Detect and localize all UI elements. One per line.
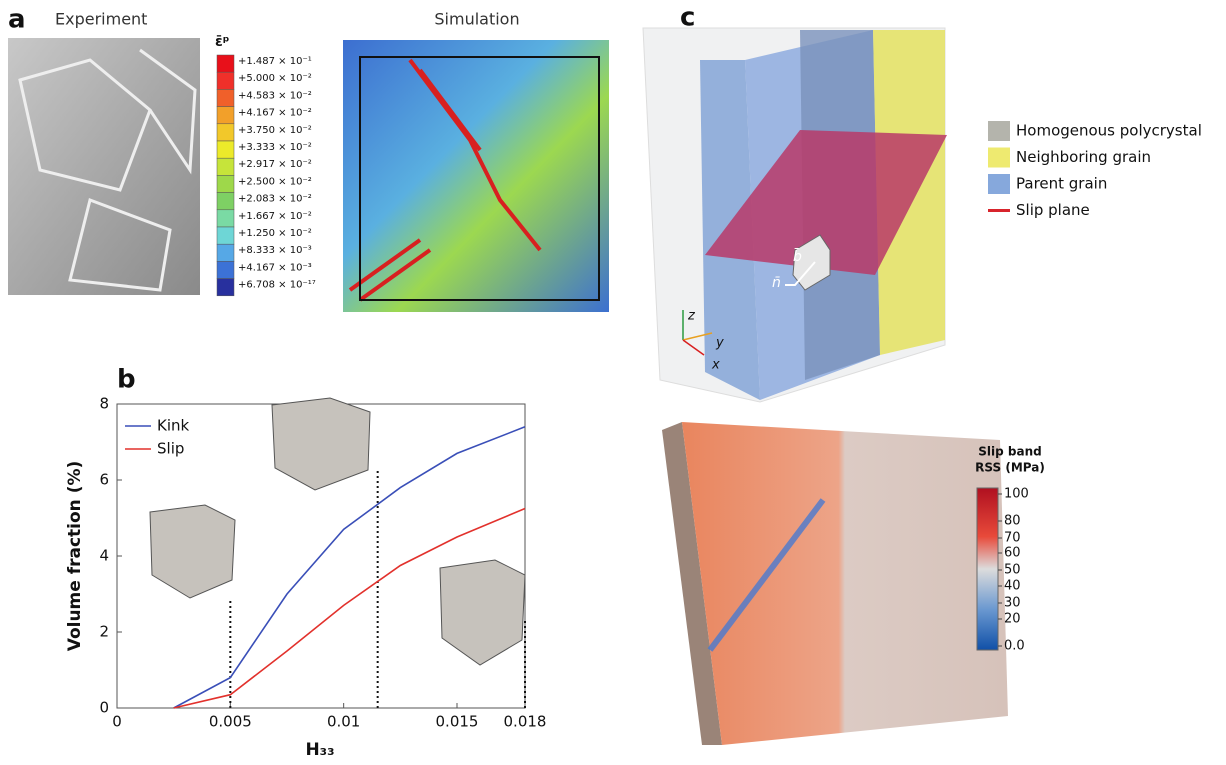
colorbar-swatch xyxy=(216,140,235,159)
colorbar-swatch xyxy=(216,123,235,142)
colorbar-label: +2.083 × 10⁻² xyxy=(238,194,312,205)
colorbar-tick-label: 30 xyxy=(1004,596,1021,611)
colorbar-swatch xyxy=(216,71,235,90)
grain-box xyxy=(642,27,947,403)
axis-name: y xyxy=(715,336,724,351)
colorbar-label: +1.250 × 10⁻² xyxy=(238,228,312,239)
x-tick-label: 0.01 xyxy=(327,713,360,731)
colorbar-tick-label: 100 xyxy=(1004,487,1029,502)
frame xyxy=(359,56,600,301)
colorbar-label: +4.167 × 10⁻³ xyxy=(238,262,312,273)
cube-insets xyxy=(149,397,526,666)
simulation-image xyxy=(343,40,609,312)
colorbar-swatch xyxy=(216,106,235,125)
rss-slab xyxy=(662,422,1008,745)
colorbar-label: +1.487 × 10⁻¹ xyxy=(238,56,312,67)
colorbar-swatch xyxy=(216,89,235,107)
vector-label: b̄ xyxy=(793,247,802,265)
y-axis-label: Volume fraction (%) xyxy=(65,461,85,652)
colorbar-label: +1.667 × 10⁻² xyxy=(238,211,312,222)
colorbar-tick-label: 80 xyxy=(1004,514,1021,529)
grain-boundaries xyxy=(18,48,197,292)
colorbar-label: +2.917 × 10⁻² xyxy=(238,159,312,170)
colorbar-label: +4.167 × 10⁻² xyxy=(238,108,312,119)
legend-label: Homogenous polycrystal xyxy=(1016,122,1202,140)
panel-label: b xyxy=(117,365,136,395)
x-tick-label: 0.018 xyxy=(504,713,547,731)
y-tick-label: 0 xyxy=(99,699,109,717)
x-tick-label: 0.015 xyxy=(436,713,479,731)
series-line xyxy=(173,507,526,709)
colorbar-swatch xyxy=(216,261,235,279)
rss-colorbar xyxy=(976,487,999,651)
colorbar-swatch xyxy=(216,192,235,211)
legend-label: Kink xyxy=(157,417,190,435)
legend-label: Slip plane xyxy=(1016,201,1090,219)
y-tick-label: 2 xyxy=(99,623,109,641)
legend-swatch xyxy=(988,147,1010,168)
colorbar-tick-label: 50 xyxy=(1004,563,1021,578)
colorbar-swatch xyxy=(216,54,235,73)
colorbar-label: +6.708 × 10⁻¹⁷ xyxy=(238,280,316,291)
colorbar-label: +3.750 × 10⁻² xyxy=(238,125,312,136)
panel-label: a xyxy=(8,5,26,35)
y-tick-label: 4 xyxy=(99,547,109,565)
panel-title: Experiment xyxy=(55,10,147,29)
colorbar-title: ε̄ᵖ xyxy=(215,34,230,50)
slip-bands xyxy=(348,58,542,302)
colorbar-swatch xyxy=(216,209,235,228)
x-tick-label: 0.005 xyxy=(209,713,252,731)
colorbar-swatch xyxy=(216,226,235,245)
colorbar-swatch xyxy=(216,157,235,176)
colorbar-tick-label: 0.0 xyxy=(1004,639,1025,654)
colorbar-tick-label: 60 xyxy=(1004,546,1021,561)
series-line xyxy=(173,426,526,709)
colorbar-label: +5.000 × 10⁻² xyxy=(238,73,312,84)
colorbar-tick-label: 70 xyxy=(1004,531,1021,546)
colorbar-label: +8.333 × 10⁻³ xyxy=(238,245,312,256)
colorbar-label: +2.500 × 10⁻² xyxy=(238,176,312,187)
y-tick-label: 6 xyxy=(99,471,109,489)
legend-swatch xyxy=(988,121,1010,141)
axis-name: x xyxy=(711,358,720,373)
x-tick-label: 0 xyxy=(112,713,122,731)
y-tick-label: 8 xyxy=(99,395,109,413)
colorbar-title: RSS (MPa) xyxy=(975,461,1045,475)
colorbar-swatch xyxy=(216,243,235,262)
panel-title: Simulation xyxy=(434,10,519,29)
colorbar-swatch xyxy=(216,175,235,193)
legend-swatch xyxy=(988,174,1010,194)
colorbar-tick-label: 40 xyxy=(1004,579,1021,594)
legend-label: Neighboring grain xyxy=(1016,148,1151,166)
colorbar-label: +3.333 × 10⁻² xyxy=(238,142,312,153)
colorbar-swatch xyxy=(216,278,235,297)
colorbar-title: Slip band xyxy=(978,445,1041,459)
colorbar-label: +4.583 × 10⁻² xyxy=(238,90,312,101)
colorbar-tick-label: 20 xyxy=(1004,612,1021,627)
panel-label: c xyxy=(680,3,695,33)
legend-label: Parent grain xyxy=(1016,175,1107,193)
axis-name: z xyxy=(687,309,696,324)
vector-label: n̄ xyxy=(772,275,781,291)
legend-label: Slip xyxy=(157,440,184,458)
x-axis-label: H₃₃ xyxy=(305,740,334,760)
